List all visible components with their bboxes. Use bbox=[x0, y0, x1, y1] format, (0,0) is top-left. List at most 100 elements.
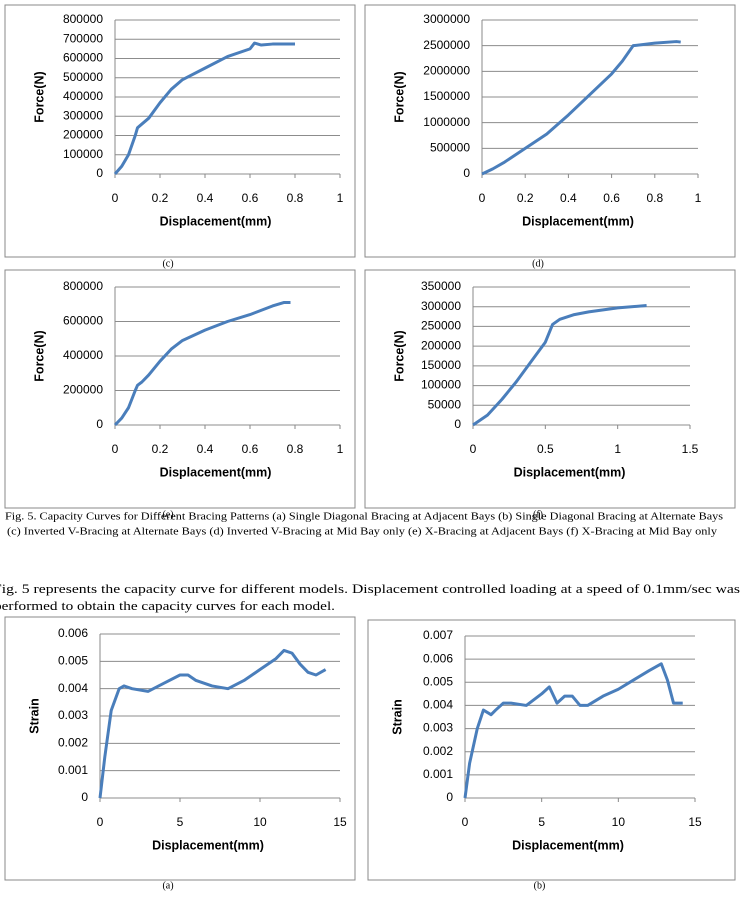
x-tick-label: 0.2 bbox=[152, 191, 169, 205]
x-tick-label: 10 bbox=[253, 815, 267, 829]
chart: 0 50000 100000 150000 200000 250000 300000 3500… bbox=[364, 269, 736, 520]
x-tick-label: 15 bbox=[333, 815, 347, 829]
panel-label: (b) bbox=[534, 880, 546, 891]
x-tick-label: 0 bbox=[112, 442, 119, 456]
x-tick-label: 1 bbox=[695, 191, 702, 205]
y-tick-label: 3000000 bbox=[423, 12, 470, 26]
y-tick-label: 2500000 bbox=[423, 38, 470, 52]
y-axis-label: Force(N) bbox=[32, 330, 46, 381]
chart: 0 500000 1000000 1500000 2000000 2500000 30000… bbox=[364, 4, 736, 269]
data-line bbox=[98, 648, 327, 799]
x-tick-label: 0 bbox=[462, 815, 469, 829]
chart-frame bbox=[364, 269, 736, 509]
x-tick-label: 1 bbox=[337, 191, 344, 205]
y-tick-label: 200000 bbox=[421, 338, 461, 352]
y-tick-label: 0 bbox=[454, 417, 461, 431]
y-tick-label: 0.005 bbox=[423, 674, 453, 688]
x-tick-label: 0 bbox=[97, 815, 104, 829]
y-tick-label: 0 bbox=[446, 790, 453, 804]
chart: 0 200000 400000 600000 800000 0 0.2 0.4 0.6 0.8 1 D… bbox=[4, 269, 356, 520]
data-line bbox=[113, 41, 295, 175]
paragraph-line: performed to obtain the capacity curves … bbox=[0, 598, 335, 613]
x-tick-label: 0.8 bbox=[287, 442, 304, 456]
x-tick-label: 15 bbox=[688, 815, 702, 829]
y-tick-label: 350000 bbox=[421, 279, 461, 293]
x-tick-label: 0.4 bbox=[197, 442, 214, 456]
y-tick-label: 0.004 bbox=[423, 698, 453, 712]
x-tick-label: 10 bbox=[612, 815, 626, 829]
caption-line: (c) Inverted V-Bracing at Alternate Bays… bbox=[7, 526, 717, 537]
panel-label: (a) bbox=[162, 880, 173, 891]
chart-frame bbox=[4, 4, 356, 258]
y-tick-label: 0.003 bbox=[58, 708, 88, 722]
y-tick-label: 0.007 bbox=[423, 628, 453, 642]
data-line bbox=[113, 301, 291, 427]
x-axis-label: Displacement(mm) bbox=[522, 214, 634, 228]
x-axis-label: Displacement(mm) bbox=[160, 465, 272, 479]
y-tick-label: 800000 bbox=[63, 12, 103, 26]
x-tick-label: 0.5 bbox=[537, 442, 554, 456]
chart-frame bbox=[4, 616, 356, 881]
y-tick-label: 0.001 bbox=[58, 763, 88, 777]
y-tick-label: 0.001 bbox=[423, 767, 453, 781]
y-tick-label: 200000 bbox=[63, 383, 103, 397]
y-tick-label: 600000 bbox=[63, 314, 103, 328]
x-axis-label: Displacement(mm) bbox=[512, 838, 624, 852]
y-tick-label: 250000 bbox=[421, 319, 461, 333]
y-tick-label: 50000 bbox=[428, 397, 462, 411]
y-tick-label: 200000 bbox=[63, 128, 103, 142]
y-tick-label: 400000 bbox=[63, 348, 103, 362]
y-tick-label: 0 bbox=[463, 166, 470, 180]
x-tick-label: 1 bbox=[337, 442, 344, 456]
y-tick-label: 0 bbox=[96, 166, 103, 180]
x-tick-label: 0.6 bbox=[242, 442, 259, 456]
y-tick-label: 1500000 bbox=[423, 89, 470, 103]
x-tick-label: 0 bbox=[470, 442, 477, 456]
caption-line: Fig. 5. Capacity Curves for Different Br… bbox=[5, 511, 723, 522]
chart-frame bbox=[364, 4, 736, 258]
y-axis-label: Strain bbox=[390, 699, 404, 734]
paragraph-line: Fig. 5 represents the capacity curve for… bbox=[0, 581, 740, 596]
y-tick-label: 0.006 bbox=[58, 626, 88, 640]
y-tick-label: 500000 bbox=[430, 141, 470, 155]
y-axis-label: Force(N) bbox=[392, 330, 406, 381]
y-axis-label: Strain bbox=[27, 698, 41, 733]
panel-label: (c) bbox=[162, 258, 173, 269]
x-axis-label: Displacement(mm) bbox=[152, 838, 264, 852]
y-tick-label: 400000 bbox=[63, 89, 103, 103]
data-line bbox=[481, 40, 681, 176]
y-tick-label: 300000 bbox=[63, 108, 103, 122]
y-tick-label: 500000 bbox=[63, 70, 103, 84]
y-axis-label: Force(N) bbox=[32, 71, 46, 122]
panel-label: (f) bbox=[533, 509, 543, 520]
x-tick-label: 5 bbox=[177, 815, 184, 829]
y-tick-label: 300000 bbox=[421, 299, 461, 313]
chart: 0 0.001 0.002 0.003 0.004 0.005 0.006 0.007 0 5 10… bbox=[367, 619, 736, 891]
y-tick-label: 0 bbox=[81, 790, 88, 804]
y-tick-label: 0.006 bbox=[423, 651, 453, 665]
y-axis-label: Force(N) bbox=[392, 71, 406, 122]
chart-frame bbox=[4, 269, 356, 509]
y-tick-label: 100000 bbox=[421, 378, 461, 392]
y-tick-label: 2000000 bbox=[423, 64, 470, 78]
x-tick-label: 0.2 bbox=[152, 442, 169, 456]
panel-label: (d) bbox=[532, 258, 544, 269]
x-axis-label: Displacement(mm) bbox=[160, 214, 272, 228]
x-tick-label: 0.8 bbox=[287, 191, 304, 205]
y-tick-label: 600000 bbox=[63, 51, 103, 65]
x-tick-label: 0 bbox=[112, 191, 119, 205]
x-tick-label: 1 bbox=[614, 442, 621, 456]
y-tick-label: 0 bbox=[96, 417, 103, 431]
x-tick-label: 0.6 bbox=[242, 191, 259, 205]
data-line bbox=[472, 304, 647, 427]
y-tick-label: 0.002 bbox=[58, 736, 88, 750]
y-tick-label: 800000 bbox=[63, 279, 103, 293]
y-tick-label: 1000000 bbox=[423, 115, 470, 129]
x-tick-label: 0.4 bbox=[197, 191, 214, 205]
x-tick-label: 0.4 bbox=[560, 191, 577, 205]
x-tick-label: 0.2 bbox=[517, 191, 534, 205]
x-tick-label: 0 bbox=[479, 191, 486, 205]
y-tick-label: 100000 bbox=[63, 147, 103, 161]
x-axis-label: Displacement(mm) bbox=[514, 465, 626, 479]
